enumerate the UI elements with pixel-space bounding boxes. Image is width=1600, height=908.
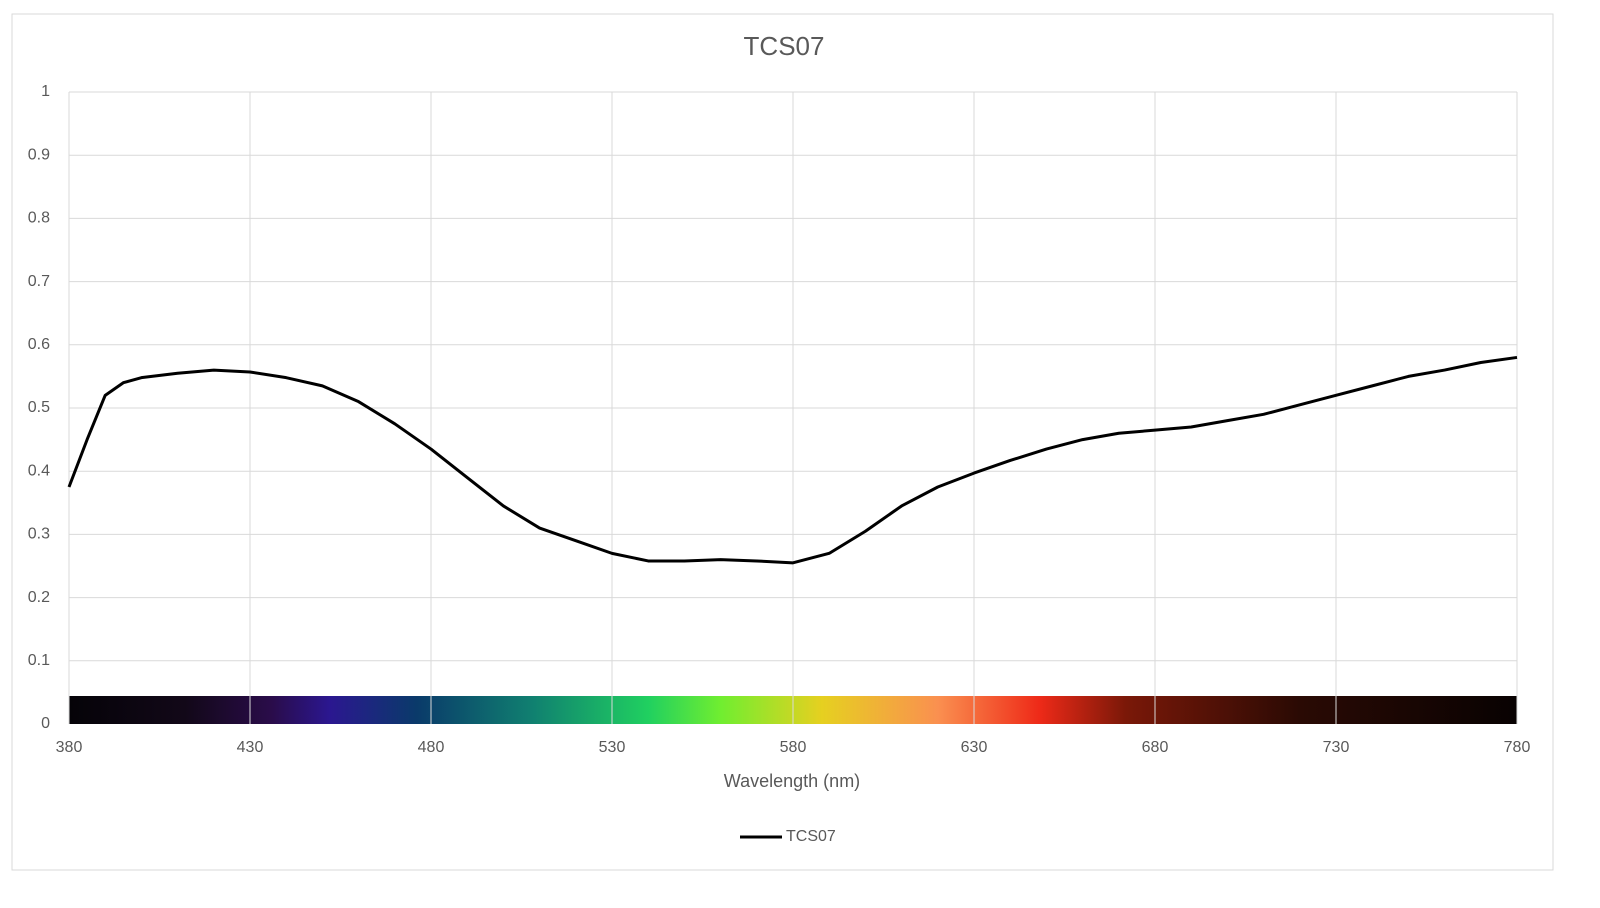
chart-title: TCS07	[744, 31, 825, 61]
y-tick-label: 0	[41, 715, 50, 732]
x-tick-label: 380	[56, 739, 83, 756]
x-tick-label: 530	[599, 739, 626, 756]
x-tick-label: 780	[1504, 739, 1531, 756]
y-tick-label: 0.2	[28, 589, 50, 606]
x-tick-label: 680	[1142, 739, 1169, 756]
x-tick-label: 480	[418, 739, 445, 756]
x-tick-label: 580	[780, 739, 807, 756]
data-line	[67, 355, 1518, 565]
y-tick-label: 0.5	[28, 399, 50, 416]
y-tick-label: 0.8	[28, 210, 50, 227]
y-tick-label: 0.1	[28, 652, 50, 669]
y-tick-label: 1	[41, 83, 50, 100]
x-tick-label: 630	[961, 739, 988, 756]
x-tick-label: 730	[1323, 739, 1350, 756]
y-tick-label: 0.9	[28, 146, 50, 163]
chart-border	[11, 13, 1554, 871]
legend-label: TCS07	[786, 828, 836, 845]
y-tick-label: 0.7	[28, 273, 50, 290]
x-tick-label: 430	[237, 739, 264, 756]
x-axis-title: Wavelength (nm)	[724, 771, 860, 791]
y-tick-label: 0.3	[28, 526, 50, 543]
y-tick-label: 0.6	[28, 336, 50, 353]
y-tick-label: 0.4	[28, 462, 50, 479]
